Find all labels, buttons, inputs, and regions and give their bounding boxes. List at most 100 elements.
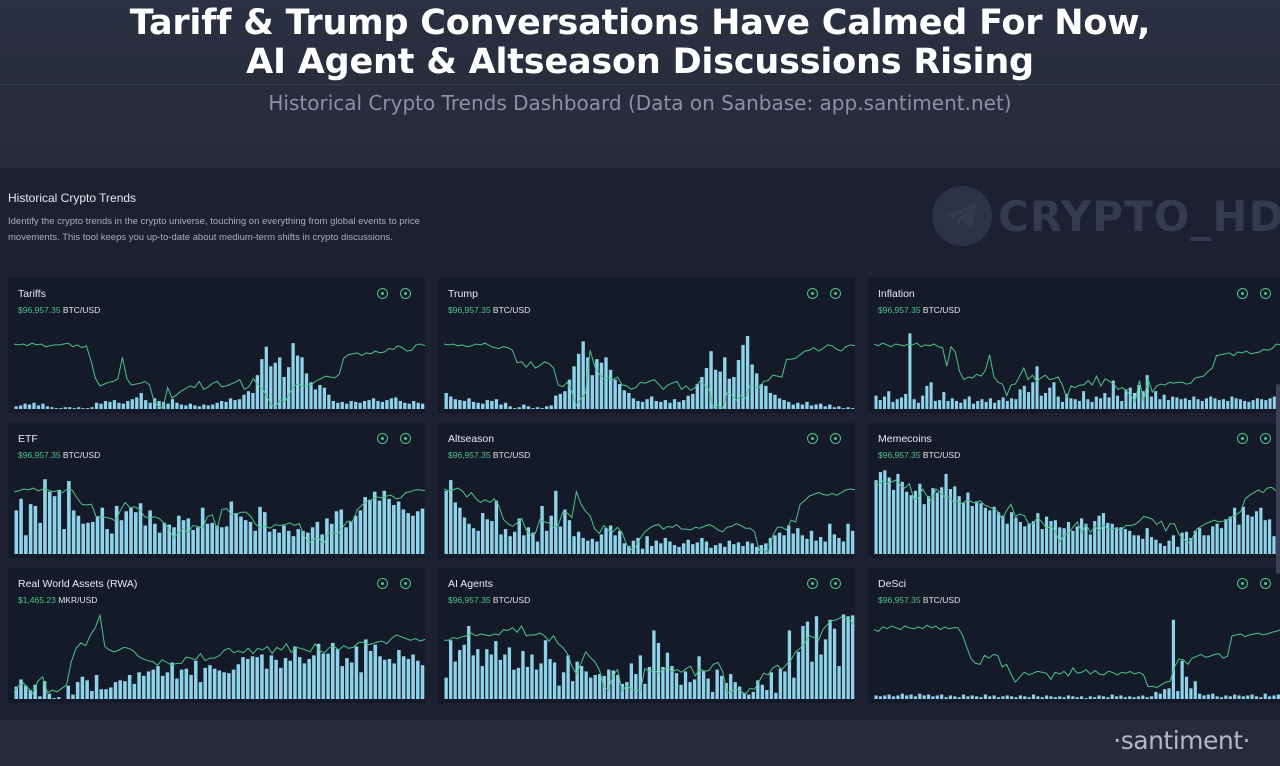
volume-bar xyxy=(654,540,658,554)
volume-bar xyxy=(394,397,398,409)
trend-card[interactable]: Real World Assets (RWA) $1,465.23 MKR/USD xyxy=(8,568,425,703)
trend-name: AI Agents xyxy=(448,578,493,590)
volume-bar xyxy=(521,650,525,699)
volume-bar xyxy=(1251,400,1255,409)
volume-bar xyxy=(531,408,535,409)
price-line xyxy=(14,342,425,409)
trend-card[interactable]: AI Agents $96,957.35 BTC/USD xyxy=(438,568,855,703)
volume-bar xyxy=(922,695,926,699)
volume-bar xyxy=(724,682,728,699)
trend-card[interactable]: DeSci $96,957.35 BTC/USD xyxy=(868,568,1280,703)
volume-bar xyxy=(751,691,755,699)
volume-bar xyxy=(1027,697,1031,699)
price-pair: BTC/USD xyxy=(922,305,961,315)
broadcast-icon[interactable] xyxy=(377,433,388,444)
volume-bar xyxy=(156,666,160,699)
volume-bar xyxy=(304,373,309,409)
volume-bar xyxy=(975,696,979,699)
volume-bar xyxy=(1158,543,1162,554)
broadcast-icon[interactable] xyxy=(807,578,818,589)
volume-bar xyxy=(1119,527,1123,554)
volume-bar xyxy=(747,694,751,699)
volume-bar xyxy=(912,399,916,409)
volume-bar xyxy=(841,614,846,699)
volume-bar xyxy=(228,398,233,409)
volume-bar xyxy=(895,399,899,409)
volume-bar xyxy=(267,531,272,554)
broadcast-icon[interactable] xyxy=(377,288,388,299)
trend-card[interactable]: Tariffs $96,957.35 BTC/USD xyxy=(8,278,425,413)
volume-bar xyxy=(68,407,72,409)
price-value: $96,957.35 xyxy=(18,450,61,460)
broadcast-icon[interactable] xyxy=(1237,578,1248,589)
volume-bar xyxy=(773,535,777,554)
volume-bar xyxy=(1031,382,1035,409)
volume-bar xyxy=(631,398,636,409)
volume-bar xyxy=(611,670,615,699)
volume-bar xyxy=(1247,401,1251,409)
price-line xyxy=(14,487,425,546)
trend-card[interactable]: Altseason $96,957.35 BTC/USD xyxy=(438,423,855,558)
volume-bar xyxy=(631,540,636,554)
volume-bar xyxy=(1023,526,1027,554)
volume-bar xyxy=(1088,696,1092,699)
volume-bar xyxy=(403,402,407,409)
volume-bar xyxy=(1132,697,1136,699)
volume-bar xyxy=(43,479,47,554)
price-value: $96,957.35 xyxy=(18,305,61,315)
volume-bar xyxy=(1023,696,1027,699)
broadcast-icon[interactable] xyxy=(807,288,818,299)
volume-bar xyxy=(691,544,695,554)
settings-icon[interactable] xyxy=(1260,433,1271,444)
volume-bar xyxy=(1001,696,1005,699)
volume-bar xyxy=(713,545,718,554)
price-line xyxy=(444,616,855,696)
broadcast-icon[interactable] xyxy=(1237,288,1248,299)
broadcast-icon[interactable] xyxy=(1237,433,1248,444)
volume-bar xyxy=(983,507,987,554)
volume-bar xyxy=(312,655,316,699)
broadcast-icon[interactable] xyxy=(377,578,388,589)
broadcast-icon[interactable] xyxy=(807,433,818,444)
volume-bar xyxy=(90,407,94,409)
volume-bar xyxy=(499,534,503,554)
settings-icon[interactable] xyxy=(1260,578,1271,589)
volume-bar xyxy=(674,673,679,699)
trend-name: ETF xyxy=(18,433,38,445)
volume-bar xyxy=(1035,366,1039,409)
settings-icon[interactable] xyxy=(830,578,841,589)
volume-bar xyxy=(516,667,521,699)
settings-icon[interactable] xyxy=(1260,288,1271,299)
volume-bar xyxy=(805,538,809,554)
volume-bar xyxy=(126,400,130,409)
volume-bar xyxy=(668,541,672,554)
settings-icon[interactable] xyxy=(830,288,841,299)
settings-icon[interactable] xyxy=(400,288,411,299)
volume-bar xyxy=(940,694,944,699)
settings-icon[interactable] xyxy=(400,433,411,444)
scrollbar[interactable] xyxy=(1276,384,1280,574)
trend-card[interactable]: Memecoins $96,957.35 BTC/USD xyxy=(868,423,1280,558)
volume-bar xyxy=(1010,512,1014,554)
volume-bar xyxy=(236,664,241,699)
volume-bar xyxy=(997,400,1001,409)
volume-bar xyxy=(293,646,297,699)
settings-icon[interactable] xyxy=(830,433,841,444)
volume-bar xyxy=(1060,401,1064,409)
volume-bar xyxy=(645,536,649,554)
trend-card[interactable]: Inflation $96,957.35 BTC/USD xyxy=(868,278,1280,413)
volume-bar xyxy=(677,546,681,554)
volume-bar xyxy=(1058,527,1062,554)
volume-bar xyxy=(1123,697,1127,699)
volume-bar xyxy=(103,400,108,409)
volume-bar xyxy=(1215,696,1219,699)
volume-bar xyxy=(604,528,608,554)
trend-card[interactable]: Trump $96,957.35 BTC/USD xyxy=(438,278,855,413)
settings-icon[interactable] xyxy=(400,578,411,589)
volume-bar xyxy=(935,695,939,699)
price-value: $96,957.35 xyxy=(448,305,491,315)
volume-bar xyxy=(1080,518,1084,554)
volume-bar xyxy=(584,671,588,699)
volume-bar xyxy=(883,470,887,554)
trend-card[interactable]: ETF $96,957.35 BTC/USD xyxy=(8,423,425,558)
